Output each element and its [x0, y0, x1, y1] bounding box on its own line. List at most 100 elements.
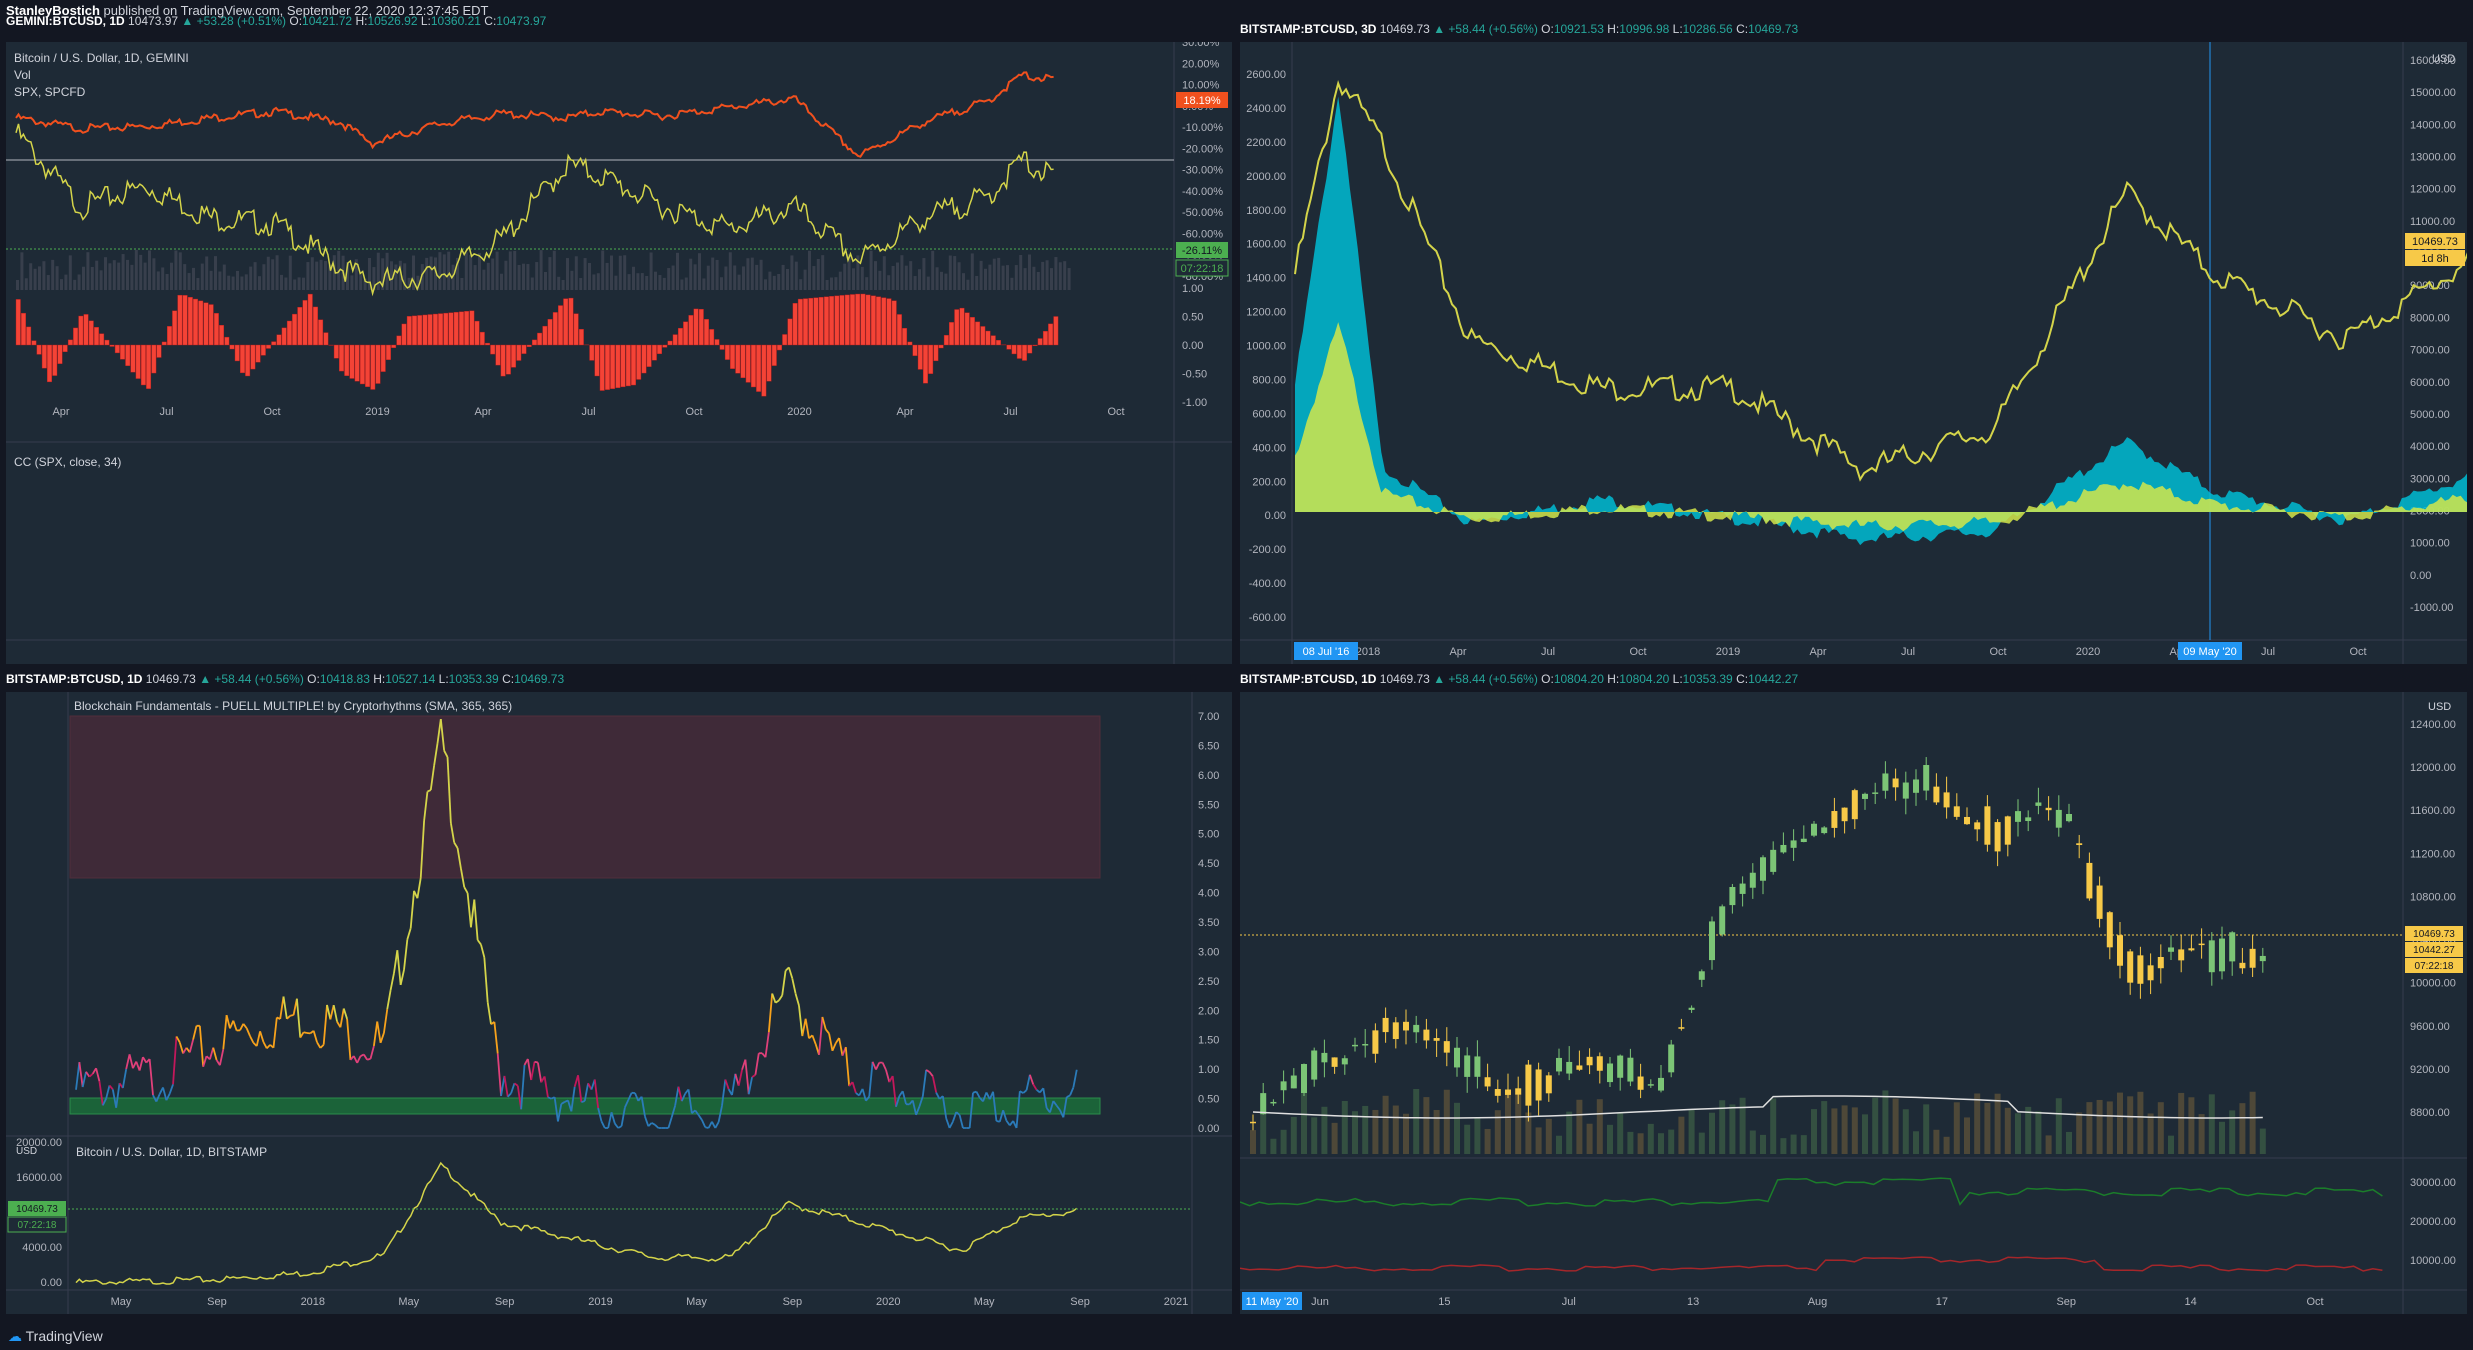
bl-puell-seg-186 — [697, 1114, 703, 1121]
br-vol-bar-45 — [1709, 1112, 1715, 1154]
bl-puell-seg-133 — [520, 1064, 526, 1110]
bl-panel[interactable]: Blockchain Fundamentals - PUELL MULTIPLE… — [6, 692, 1232, 1314]
tl-cc-bar-161 — [855, 293, 861, 346]
br-candle-80 — [2066, 813, 2072, 822]
bl-puell-seg-19 — [138, 1056, 144, 1071]
tl-vol-bar-137 — [618, 255, 622, 290]
bl-puell-seg-92 — [383, 1008, 389, 1034]
tr-axis-right-tick-12: 4000.00 — [2410, 441, 2450, 453]
tl-vol-bar-211 — [944, 273, 948, 290]
tl-vol-bar-187 — [838, 271, 842, 290]
tr-xtick-1: Apr — [1449, 646, 1466, 658]
tl-cc-bar-126 — [672, 334, 678, 346]
br-axis-top-tick-1: 12000.00 — [2410, 762, 2456, 774]
br-candle-27 — [1525, 1064, 1532, 1106]
tl-vol-bar-29 — [143, 262, 147, 290]
br-vol-bar-71 — [1974, 1093, 1981, 1154]
bl-chart-svg[interactable]: Blockchain Fundamentals - PUELL MULTIPLE… — [6, 692, 1232, 1314]
bl-indicator-label: Blockchain Fundamentals - PUELL MULTIPLE… — [74, 699, 512, 713]
tl-xtick-10: Oct — [1107, 406, 1124, 418]
br-chart-svg[interactable]: USD 12400.00 12000.00 11600.00 11200.00 1080… — [1240, 692, 2467, 1314]
br-candle-82 — [2086, 862, 2093, 899]
bl-xtick-6: May — [686, 1296, 707, 1308]
tl-vol-bar-80 — [368, 257, 371, 290]
tl-cc-bar-193 — [1022, 344, 1027, 361]
tl-vol-bar-144 — [649, 252, 653, 290]
br-vol-bar-48 — [1739, 1097, 1746, 1154]
bl-puell-seg-135 — [526, 1058, 533, 1081]
tr-axis-left-tick-14: -200.00 — [1249, 544, 1286, 556]
tl-axis-bottom-tick-1: 0.50 — [1182, 312, 1203, 324]
tl-vol-bar-236 — [1054, 257, 1058, 290]
tl-cc-bar-75 — [406, 316, 412, 346]
tl-cc-bar-117 — [625, 344, 631, 387]
tl-vol-bar-156 — [702, 278, 706, 290]
tl-vol-bar-20 — [104, 257, 107, 290]
br-vol-bar-96 — [2229, 1110, 2236, 1154]
tl-badge-time-text: 07:22:18 — [1181, 263, 1224, 275]
tl-cc-bar-80 — [432, 313, 438, 346]
bl-axis-top-tick-10: 2.00 — [1198, 1005, 1219, 1017]
footer-brand[interactable]: TradingView — [25, 1328, 103, 1344]
br-candle-64 — [1902, 782, 1909, 799]
br-candle-33 — [1586, 1056, 1593, 1066]
br-vol-bar-66 — [1923, 1104, 1930, 1154]
tl-cc-bar-73 — [396, 335, 402, 346]
tl-cc-bar-89 — [479, 331, 485, 346]
bl-puell-seg-296 — [1066, 1094, 1071, 1098]
br-candle-13 — [1382, 1017, 1389, 1033]
tl-vol-bar-210 — [940, 271, 943, 290]
tl-cc-bar-118 — [631, 344, 636, 386]
tl-vol-bar-5 — [38, 266, 41, 290]
tl-vol-bar-125 — [566, 258, 569, 290]
bl-puell-seg-98 — [403, 939, 409, 970]
br-indicator-red — [1240, 1256, 2383, 1272]
tl-cc-bar-160 — [850, 294, 855, 346]
bl-change: ▲ +58.44 (+0.56%) — [199, 672, 304, 686]
br-badge-price-text: 10469.73 — [2413, 929, 2455, 940]
tr-low: 10286.56 — [1682, 22, 1733, 36]
br-candle-42 — [1678, 1027, 1685, 1029]
tl-cc-bar-22 — [130, 344, 136, 373]
br-vol-bar-64 — [1902, 1109, 1909, 1154]
tl-vol-bar-21 — [108, 263, 112, 290]
tl-cc-bar-130 — [693, 308, 699, 346]
bl-puell-seg-116 — [463, 886, 469, 894]
bl-puell-seg-200 — [744, 1059, 750, 1095]
bl-puell-seg-143 — [553, 1097, 559, 1122]
tl-cc-bar-66 — [359, 344, 365, 385]
tl-panel[interactable]: Bitcoin / U.S. Dollar, 1D, GEMINI Vol SP… — [6, 42, 1232, 664]
tl-vol-bar-96 — [438, 252, 442, 290]
br-symbol[interactable]: BITSTAMP:BTCUSD, 1D — [1240, 672, 1377, 686]
bl-puell-seg-74 — [322, 1004, 328, 1045]
br-panel[interactable]: USD 12400.00 12000.00 11600.00 11200.00 1080… — [1240, 692, 2467, 1314]
tl-symbol[interactable]: GEMINI:BTCUSD, 1D — [6, 14, 125, 28]
bl-puell-seg-260 — [945, 1118, 951, 1129]
br-vol-bar-67 — [1933, 1129, 1940, 1154]
tl-cc-bar-0 — [15, 299, 21, 346]
tl-badge-red — [1176, 92, 1228, 108]
tl-chart-svg[interactable]: Bitcoin / U.S. Dollar, 1D, GEMINI Vol SP… — [6, 42, 1232, 664]
tl-cc-bar-41 — [229, 344, 235, 350]
author-name[interactable]: StanleyBostich — [6, 3, 100, 18]
tl-vol-bar-207 — [926, 276, 930, 290]
tl-vol-bar-87 — [398, 260, 402, 290]
bl-puell-seg-217 — [801, 1018, 807, 1037]
tr-chart-svg[interactable]: USD 2600.00 2400.00 2200.00 2000.00 1800.00 1… — [1240, 42, 2467, 664]
br-high: 10804.20 — [1619, 672, 1670, 686]
tl-cc-histogram — [15, 293, 1059, 397]
tl-vol-bar-195 — [874, 261, 877, 290]
tradingview-logo-icon[interactable]: ☁ — [8, 1328, 22, 1344]
tr-panel[interactable]: USD 2600.00 2400.00 2200.00 2000.00 1800.00 1… — [1240, 42, 2467, 664]
bl-symbol-header: BITSTAMP:BTCUSD, 1D 10469.73 ▲ +58.44 (+… — [6, 672, 565, 686]
bl-puell-seg-202 — [751, 1073, 756, 1078]
tr-symbol[interactable]: BITSTAMP:BTCUSD, 3D — [1240, 22, 1377, 36]
tl-cc-bar-197 — [1042, 330, 1048, 346]
bl-puell-seg-81 — [346, 1018, 352, 1061]
bl-puell-seg-162 — [617, 1125, 623, 1129]
bl-puell-seg-211 — [781, 970, 787, 996]
bl-puell-seg-196 — [731, 1073, 737, 1096]
bl-symbol[interactable]: BITSTAMP:BTCUSD, 1D — [6, 672, 143, 686]
tl-vol-bar-7 — [46, 275, 50, 290]
bl-puell-seg-179 — [674, 1086, 680, 1106]
